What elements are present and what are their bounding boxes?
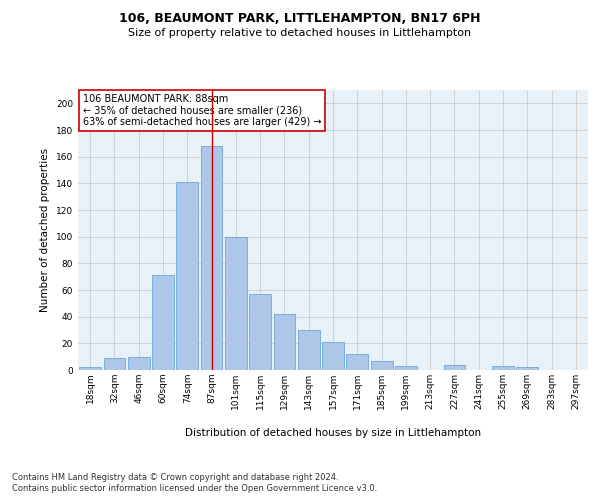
Bar <box>492 366 514 370</box>
Bar <box>298 330 320 370</box>
Text: Size of property relative to detached houses in Littlehampton: Size of property relative to detached ho… <box>128 28 472 38</box>
Bar <box>443 364 466 370</box>
Bar <box>79 368 101 370</box>
Text: 106 BEAUMONT PARK: 88sqm
← 35% of detached houses are smaller (236)
63% of semi-: 106 BEAUMONT PARK: 88sqm ← 35% of detach… <box>83 94 322 128</box>
Bar <box>152 276 174 370</box>
Y-axis label: Number of detached properties: Number of detached properties <box>40 148 50 312</box>
Bar <box>371 360 392 370</box>
Text: Contains public sector information licensed under the Open Government Licence v3: Contains public sector information licen… <box>12 484 377 493</box>
Text: Distribution of detached houses by size in Littlehampton: Distribution of detached houses by size … <box>185 428 481 438</box>
Text: Contains HM Land Registry data © Crown copyright and database right 2024.: Contains HM Land Registry data © Crown c… <box>12 472 338 482</box>
Text: 106, BEAUMONT PARK, LITTLEHAMPTON, BN17 6PH: 106, BEAUMONT PARK, LITTLEHAMPTON, BN17 … <box>119 12 481 26</box>
Bar <box>346 354 368 370</box>
Bar <box>517 368 538 370</box>
Bar <box>322 342 344 370</box>
Bar <box>225 236 247 370</box>
Bar <box>128 356 149 370</box>
Bar <box>200 146 223 370</box>
Bar <box>104 358 125 370</box>
Bar <box>395 366 417 370</box>
Bar <box>176 182 198 370</box>
Bar <box>274 314 295 370</box>
Bar <box>249 294 271 370</box>
